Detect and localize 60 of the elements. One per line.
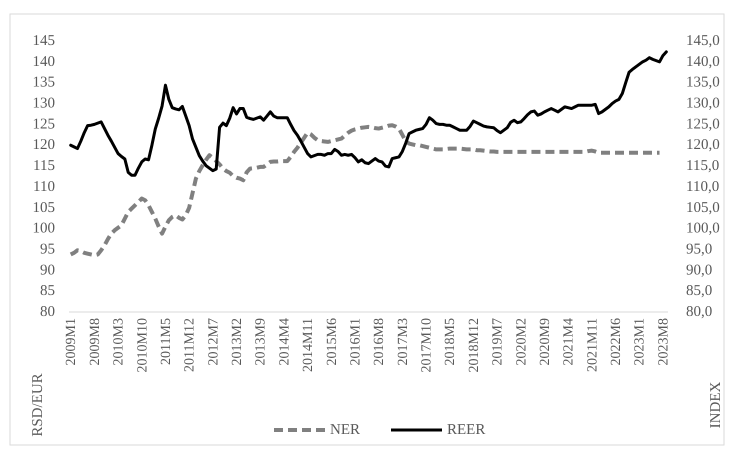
x-tick-label: 2021M4 (562, 318, 577, 366)
x-tick-label: 2023M8 (656, 318, 672, 366)
x-tick-label: 2022M6 (609, 318, 624, 366)
y2-tick-label: 85,0 (686, 283, 712, 300)
y-tick-label: 90 (40, 262, 55, 278)
x-tick-label: 2014M11 (301, 318, 316, 372)
x-tick-label: 2011M5 (158, 318, 174, 365)
x-tick-label: 2017M10 (420, 318, 435, 372)
y2-tick-label: 130,0 (686, 96, 720, 112)
y-tick-label: 100 (32, 220, 55, 237)
y2-tick-label: 80,0 (686, 304, 712, 320)
y2-tick-label: 115,0 (686, 158, 720, 174)
y2-tick-label: 90,0 (686, 262, 712, 278)
y2-tick-label: 125,0 (686, 116, 720, 132)
y-tick-label: 80 (40, 304, 55, 320)
x-tick-label: 2020M2 (514, 318, 530, 366)
x-tick-label: 2016M1 (348, 318, 364, 366)
y-tick-label: 120 (32, 137, 55, 154)
y2-axis-title: INDEX (708, 382, 724, 428)
y-tick-label: 125 (32, 116, 55, 132)
x-tick-label: 2010M3 (112, 318, 127, 366)
y2-tick-label: 100,0 (686, 220, 720, 237)
y-tick-label: 130 (32, 96, 55, 112)
y-tick-label: 85 (40, 283, 55, 300)
y-tick-label: 95 (40, 241, 55, 258)
line-series (68, 123, 662, 258)
x-tick-label: 2009M1 (64, 318, 80, 366)
x-tick-label: 2012M7 (206, 318, 222, 366)
x-tick-label: 2015M6 (324, 318, 340, 366)
x-tick-label: 2013M9 (254, 318, 269, 366)
y-tick-label: 145 (32, 33, 55, 49)
y-tick-label: 105 (32, 200, 55, 216)
y2-tick-label: 145,0 (686, 33, 720, 49)
x-tick-label: 2018M5 (443, 318, 458, 366)
x-tick-label: 2021M11 (585, 318, 600, 372)
x-tick-label: 2019M7 (490, 318, 506, 366)
y2-tick-label: 135,0 (686, 74, 720, 91)
y2-tick-label: 105,0 (686, 200, 720, 216)
y-tick-label: 110 (33, 178, 55, 195)
line-series (69, 50, 668, 177)
legend-label: REER (447, 422, 486, 438)
y-tick-label: 135 (32, 74, 55, 91)
y-tick-label: 115 (33, 158, 55, 174)
y-axis-title: RSD/EUR (30, 373, 46, 437)
x-tick-label: 2010M10 (135, 318, 150, 372)
x-tick-label: 2020M9 (538, 318, 553, 366)
x-tick-label: 2009M8 (88, 318, 103, 366)
x-tick-label: 2013M2 (230, 318, 246, 366)
x-tick-label: 2018M12 (466, 318, 482, 372)
x-tick-label: 2011M12 (182, 318, 198, 372)
x-tick-label: 2017M3 (396, 318, 411, 366)
x-tick-label: 2023M1 (632, 318, 648, 366)
y-tick-label: 140 (32, 54, 55, 70)
y2-tick-label: 120,0 (686, 137, 720, 154)
x-tick-label: 2014M4 (277, 318, 292, 366)
y2-tick-label: 95,0 (686, 241, 712, 258)
x-tick-label: 2016M8 (372, 318, 388, 366)
y2-tick-label: 140,0 (686, 54, 720, 70)
legend-label: NER (330, 422, 360, 438)
y2-tick-label: 110,0 (686, 178, 720, 195)
